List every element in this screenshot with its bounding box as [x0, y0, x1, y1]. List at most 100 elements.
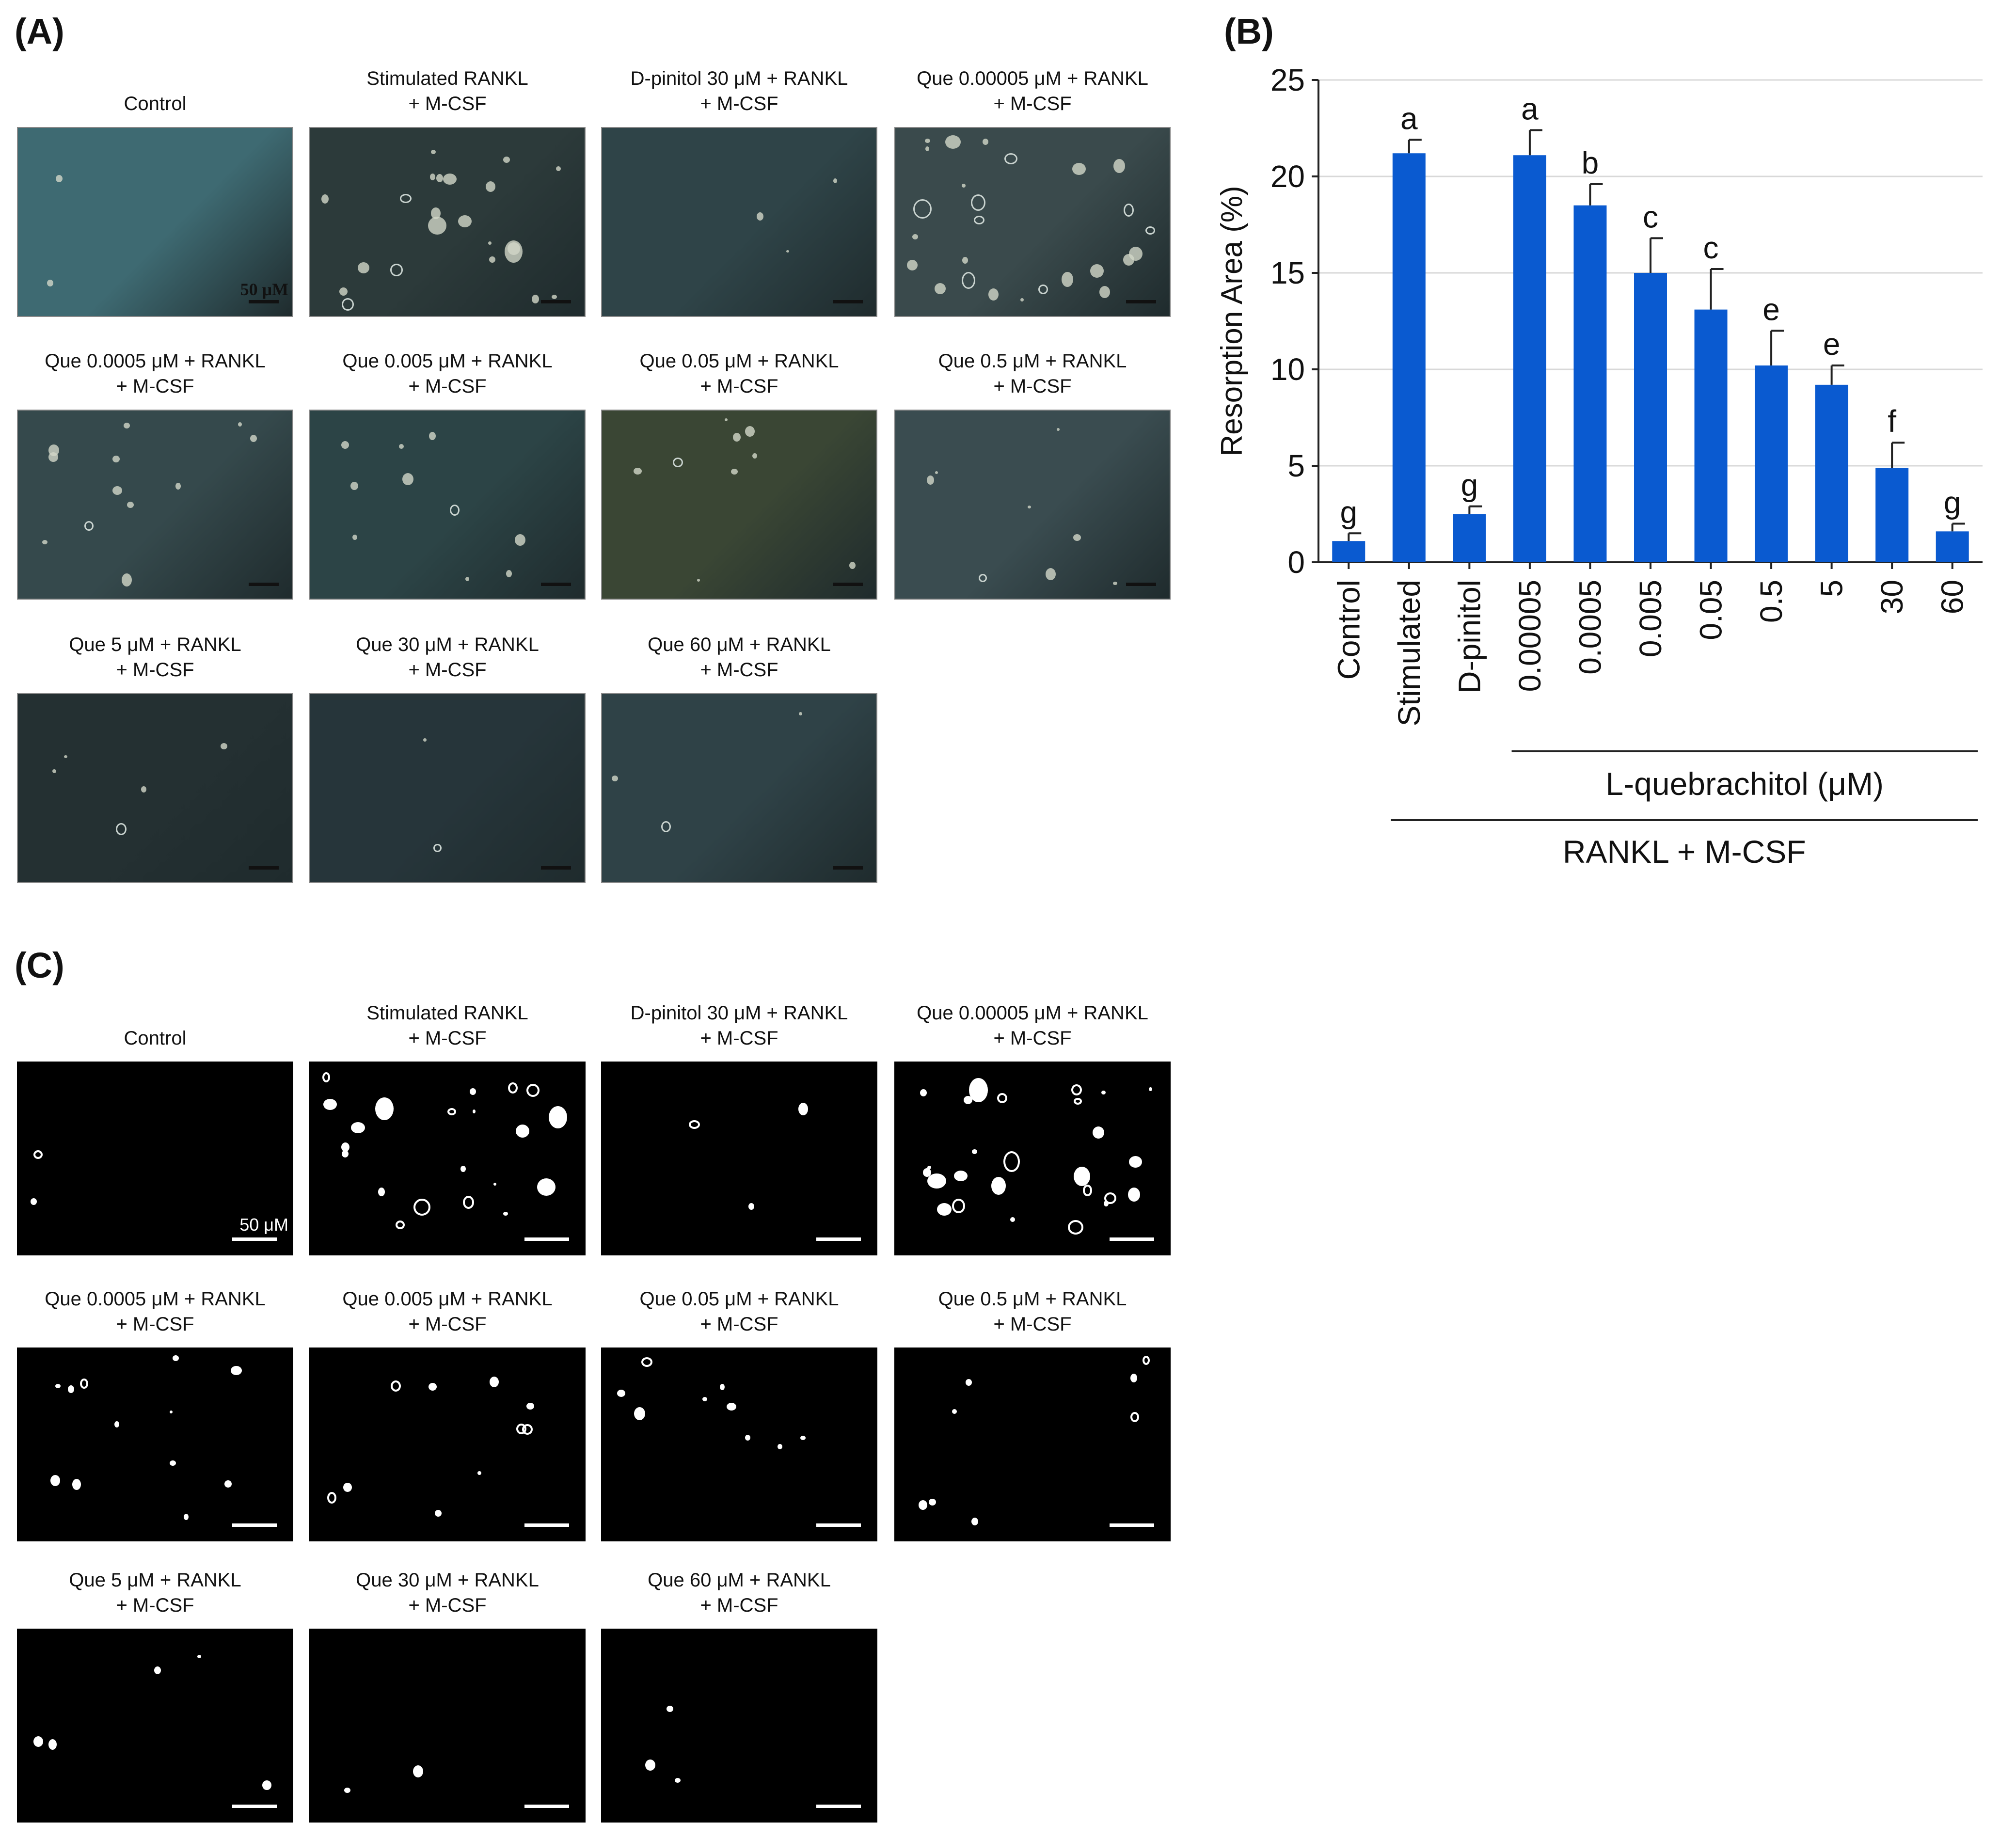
microscope-photo [309, 127, 586, 317]
resorption-pit [175, 483, 181, 490]
scale-bar [524, 1237, 569, 1241]
resorption-pit [323, 1099, 337, 1110]
resorption-pit [116, 823, 127, 835]
resorption-pit [927, 1173, 946, 1189]
resorption-pit [1090, 264, 1104, 278]
image-caption: Que 60 μM + RANKL + M-CSF [648, 1569, 831, 1616]
micrograph-7: Que 0.05 μM + RANKL + M-CSF [601, 350, 877, 600]
resorption-pit [55, 1384, 61, 1388]
scale-bar [249, 300, 279, 303]
resorption-pit [1068, 1220, 1083, 1235]
resorption-pit [935, 283, 946, 294]
resorption-pit [350, 482, 358, 490]
x-tick-label: 0.00005 [1512, 580, 1547, 692]
scale-bar [1126, 583, 1156, 586]
x-tick-label: D-pinitol [1452, 580, 1487, 694]
image-caption: D-pinitol 30 μM + RANKL + M-CSF [630, 1002, 848, 1049]
micrograph-11: Que 60 μM + RANKL + M-CSF [601, 634, 877, 883]
resorption-pit [1099, 286, 1110, 298]
resorption-pit [1083, 1185, 1092, 1196]
resorption-pit [952, 1409, 957, 1414]
resorption-pit [1143, 1356, 1150, 1365]
scale-bar [833, 866, 863, 870]
resorption-pit [645, 1760, 655, 1771]
x-tick-label: 0.05 [1694, 580, 1729, 640]
resorption-pit [697, 579, 700, 582]
image-caption: Que 0.0005 μM + RANKL + M-CSF [45, 350, 266, 397]
resorption-pit [197, 1655, 201, 1658]
image-caption: Que 60 μM + RANKL + M-CSF [648, 634, 831, 681]
resorption-pit [400, 194, 412, 203]
image-caption: Que 0.5 μM + RANKL + M-CSF [938, 1288, 1127, 1335]
resorption-pit [1129, 1156, 1142, 1168]
resorption-pit [112, 486, 122, 495]
resorption-pit [907, 260, 918, 270]
binary-resorption-image [894, 1062, 1171, 1255]
microscope-photo [309, 410, 586, 600]
resorption-pit [925, 139, 930, 143]
resorption-pit [184, 1514, 189, 1520]
resorption-pit [1074, 1167, 1090, 1186]
scale-bar [524, 1523, 569, 1527]
microscope-photo [894, 410, 1171, 600]
resorption-pit [31, 1198, 37, 1205]
significance-letter: e [1762, 292, 1780, 327]
resorption-area-bar-chart: 0 5 10 15 20 25 Resorption Area (%) g Control a St… [1215, 63, 1983, 870]
resorption-pit [351, 1122, 365, 1133]
image-caption: Que 30 μM + RANKL + M-CSF [356, 1569, 539, 1616]
binary-resorption-image [17, 1629, 293, 1823]
significance-letter: g [1461, 468, 1478, 503]
micrograph-3: D-pinitol 30 μM + RANKL + M-CSF [601, 68, 877, 317]
x-tick-label: 30 [1874, 580, 1909, 614]
resorption-pit [224, 1480, 232, 1488]
resorption-pit [702, 1397, 707, 1401]
significance-letter: a [1521, 91, 1539, 126]
bar-60 [1936, 531, 1969, 562]
resorption-pit [1104, 1192, 1116, 1204]
resorption-pit [1062, 272, 1073, 287]
y-tick-label: 20 [1270, 159, 1305, 194]
resorption-pit [799, 712, 802, 715]
resorption-pit [486, 181, 495, 192]
resorption-pit [358, 262, 369, 273]
resorption-pit [221, 743, 227, 749]
resorption-pit [458, 215, 472, 227]
resorption-pit [84, 521, 94, 531]
resorption-pit [757, 212, 763, 221]
significance-letter: e [1823, 327, 1841, 362]
resorption-pit [954, 1171, 968, 1181]
resorption-pit [1130, 1374, 1137, 1382]
scale-bar [816, 1523, 861, 1527]
bar-control [1332, 541, 1365, 562]
resorption-pit [80, 1379, 88, 1389]
micrograph-5: Que 0.0005 μM + RANKL + M-CSF [17, 350, 293, 600]
resorption-pit [522, 1424, 533, 1435]
quebrachitol-group-label: L-quebrachitol (μM) [1605, 766, 1884, 802]
micrograph-8: Que 0.5 μM + RANKL + M-CSF [894, 350, 1171, 600]
binary-resorption-image [894, 1348, 1171, 1541]
resorption-pit [1123, 254, 1134, 266]
significance-letter: a [1400, 101, 1418, 136]
significance-letter: g [1944, 485, 1961, 520]
resorption-pit [1028, 506, 1031, 508]
image-caption: Que 0.00005 μM + RANKL + M-CSF [917, 68, 1148, 114]
resorption-pit [974, 216, 984, 224]
resorption-pit [778, 1444, 782, 1449]
image-caption: Que 0.5 μM + RANKL + M-CSF [938, 350, 1127, 397]
binary-image-5: Que 0.0005 μM + RANKL + M-CSF [17, 1288, 293, 1541]
resorption-pit [800, 1436, 806, 1440]
resorption-pit [725, 418, 728, 421]
resorption-pit [470, 1088, 476, 1095]
resorption-pit [612, 776, 618, 781]
scale-bar [524, 1805, 569, 1808]
microscope-photo [894, 127, 1171, 317]
resorption-pit [675, 1778, 681, 1783]
resorption-pit [689, 1120, 700, 1129]
image-caption: Que 0.00005 μM + RANKL + M-CSF [917, 1002, 1148, 1049]
binary-resorption-image [309, 1629, 586, 1823]
resorption-pit [552, 295, 557, 299]
bar-0.05 [1694, 309, 1728, 562]
significance-letter: f [1888, 404, 1896, 439]
resorption-pit [641, 1357, 652, 1367]
binary-image-3: D-pinitol 30 μM + RANKL + M-CSF [601, 1002, 877, 1255]
